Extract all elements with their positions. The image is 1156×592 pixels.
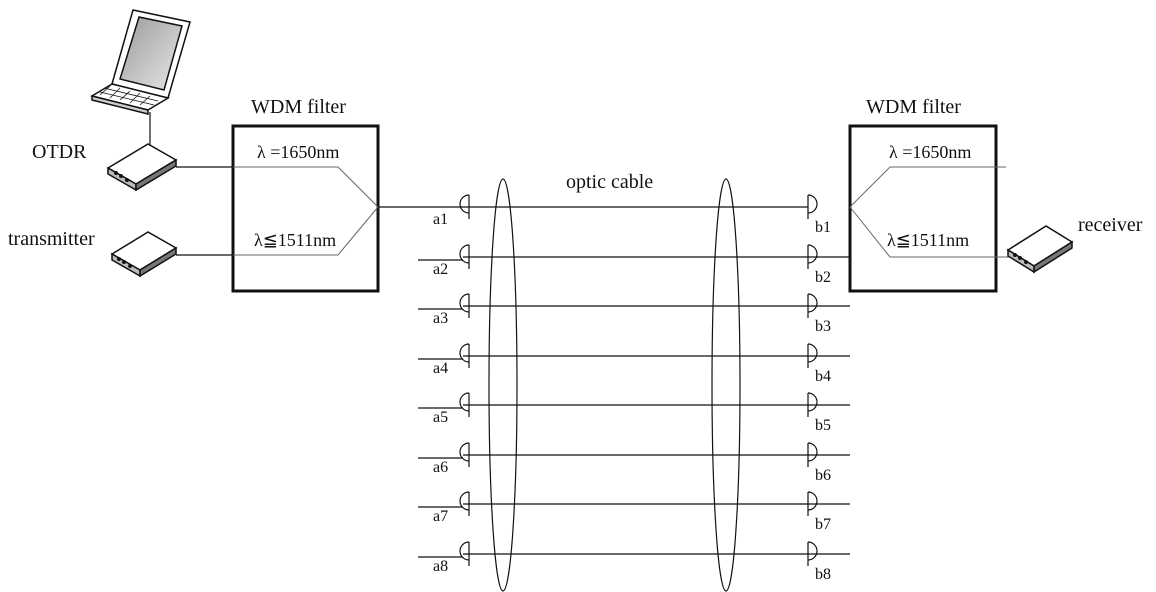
otdr-label: OTDR [32, 141, 87, 163]
left-wdm-filter-box [231, 124, 380, 293]
cable-bundle-left [488, 178, 518, 592]
left-filter-path-high [233, 166, 379, 208]
port-label-right: b5 [815, 417, 831, 434]
connector-right [807, 293, 818, 318]
connector-left [459, 343, 470, 368]
connector-left [459, 244, 470, 269]
left-wdm-filter-title: WDM filter [251, 96, 346, 118]
right-lambda-low: λ≦1511nm [887, 230, 969, 250]
connector-left [459, 442, 470, 467]
port-label-right: b2 [815, 269, 831, 286]
connector-left [459, 293, 470, 318]
port-label-left: a4 [433, 360, 448, 377]
connector-right [807, 194, 818, 219]
port-label-right: b7 [815, 516, 831, 533]
right-filter-path-low [849, 206, 1010, 258]
right-wdm-filter-box [848, 124, 998, 293]
port-label-right: b4 [815, 368, 831, 385]
transmitter-label: transmitter [8, 228, 95, 250]
connector-right [807, 343, 818, 368]
connector-left [459, 194, 470, 219]
connector-right [807, 244, 818, 269]
port-label-right: b1 [815, 219, 831, 236]
transmitter-device-icon [110, 231, 178, 278]
port-label-left: a3 [433, 310, 448, 327]
right-filter-path-high [849, 166, 1006, 208]
optic-cable-label: optic cable [566, 171, 653, 193]
port-label-left: a6 [433, 459, 448, 476]
left-lambda-high: λ =1650nm [257, 142, 339, 162]
port-label-left: a8 [433, 558, 448, 575]
connector-right [807, 392, 818, 417]
port-label-right: b8 [815, 566, 831, 583]
left-filter-path-low [233, 206, 379, 256]
cable-bundle-right [711, 178, 741, 592]
receiver-device-icon [1006, 225, 1074, 274]
laptop-icon [90, 9, 191, 115]
connector-right [807, 442, 818, 467]
port-label-left: a2 [433, 261, 448, 278]
left-lambda-low: λ≦1511nm [254, 230, 336, 250]
otdr-device-icon [106, 143, 178, 192]
port-label-right: b6 [815, 467, 831, 484]
port-label-left: a1 [433, 211, 448, 228]
connector-right [807, 541, 818, 566]
connector-left [459, 541, 470, 566]
connector-left [459, 392, 470, 417]
fiber-lines: a1 b1 a2 b2 a3 b3 a4 b4 a5 b5 a6 b6 a7 b7 a8 b8 [418, 194, 850, 583]
connector-left [459, 491, 470, 516]
port-label-left: a5 [433, 409, 448, 426]
connector-right [807, 491, 818, 516]
receiver-label: receiver [1078, 214, 1143, 236]
right-wdm-filter-title: WDM filter [866, 96, 961, 118]
port-label-right: b3 [815, 318, 831, 335]
right-lambda-high: λ =1650nm [889, 142, 971, 162]
port-label-left: a7 [433, 508, 448, 525]
